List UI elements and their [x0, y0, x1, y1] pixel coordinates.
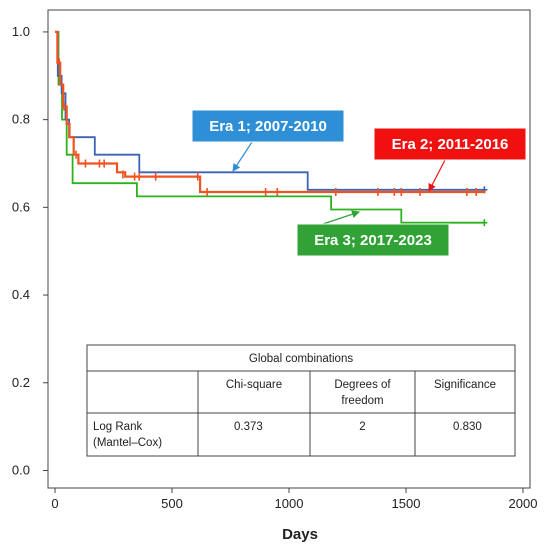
series-callouts: Era 1; 2007-2010 Era 2; 2011-2016 Era 3; 2…	[191, 109, 527, 257]
table-row-label: (Mantel–Cox)	[93, 437, 162, 449]
callout-arrow-era-3	[322, 210, 360, 225]
log-rank-table: Global combinations Chi-square Degrees of f…	[86, 344, 516, 457]
y-tick-label: 1.0	[12, 24, 30, 39]
x-tick-label: 1000	[275, 496, 304, 511]
series-lines	[55, 30, 488, 227]
x-tick-label: 0	[51, 496, 58, 511]
x-tick-label: 500	[161, 496, 183, 511]
callout-arrow-era-2	[428, 159, 446, 192]
x-tick-label: 1500	[392, 496, 421, 511]
table-value: 0.830	[453, 421, 482, 433]
y-tick-label: 0.8	[12, 112, 30, 127]
x-axis-label: Days	[282, 526, 318, 543]
callout-box-era-3	[296, 223, 450, 257]
y-tick-label: 0.0	[12, 462, 30, 477]
callout-label-era-2: Era 2; 2011-2016	[392, 136, 509, 153]
table-row-label: Log Rank	[93, 421, 142, 433]
table-title: Global combinations	[249, 353, 353, 365]
callout-label-era-1: Era 1; 2007-2010	[209, 118, 327, 135]
callout-label-era-3: Era 3; 2017-2023	[314, 232, 432, 249]
y-tick-label: 0.2	[12, 375, 30, 390]
x-tick-label: 2000	[509, 496, 538, 511]
table-header: Significance	[434, 379, 496, 391]
callout-box-era-1	[191, 109, 345, 143]
table-value: 0.373	[234, 421, 263, 433]
table-header: Chi-square	[226, 379, 282, 391]
table-frame	[86, 344, 516, 457]
callout-box-era-2	[373, 127, 527, 161]
axes: 0.0 0.2 0.4 0.6 0.8 1.0 0 500 1000 1500 2000	[12, 9, 538, 511]
y-tick-label: 0.6	[12, 199, 30, 214]
series-line-era-2	[55, 30, 486, 194]
table-header: freedom	[341, 395, 383, 407]
table-header: Degrees of	[334, 379, 391, 391]
callout-arrows	[232, 141, 446, 225]
table-value: 2	[359, 421, 365, 433]
callout-arrow-era-1	[232, 141, 253, 172]
y-tick-label: 0.4	[12, 287, 30, 302]
